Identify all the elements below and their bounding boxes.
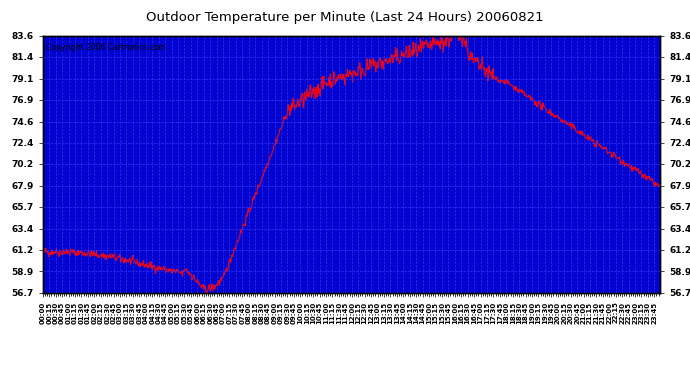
Text: Copyright 2006 Cartronics.com: Copyright 2006 Cartronics.com	[46, 44, 166, 52]
Text: Outdoor Temperature per Minute (Last 24 Hours) 20060821: Outdoor Temperature per Minute (Last 24 …	[146, 11, 544, 24]
